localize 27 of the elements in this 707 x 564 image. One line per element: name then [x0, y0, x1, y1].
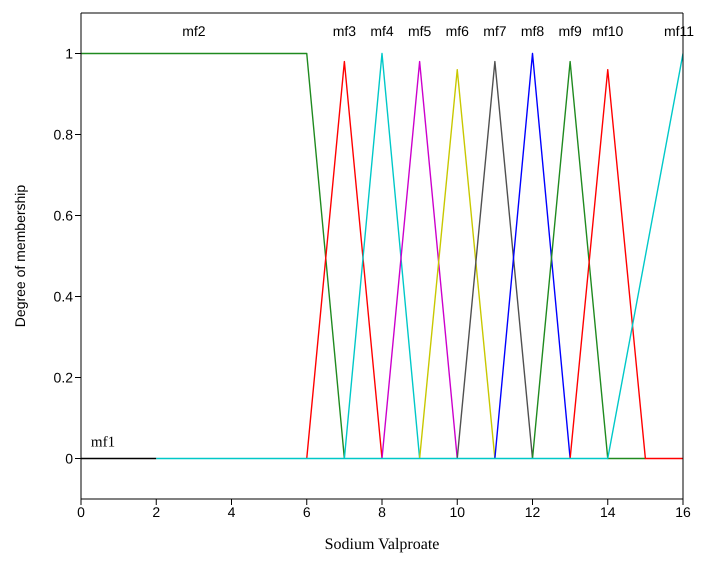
series-label: mf3: [332, 23, 356, 39]
x-tick-label: 8: [378, 504, 386, 520]
x-tick-label: 2: [152, 504, 160, 520]
x-tick-label: 10: [449, 504, 466, 520]
x-tick-label: 4: [228, 504, 236, 520]
text: mf6: [446, 23, 470, 39]
series-label: mf4: [370, 23, 394, 39]
series-label: mf1: [90, 434, 116, 450]
x-axis-title: Sodium Valproate: [324, 536, 440, 553]
y-tick-label: 0.6: [54, 207, 74, 224]
x-tick-label: 6: [302, 504, 311, 520]
x-tick-label: 0: [77, 504, 86, 520]
y-tick-label: 0: [65, 450, 74, 466]
y-tick-label: 0.4: [54, 288, 74, 304]
series-label: mf5: [408, 23, 432, 39]
y-axis-title: Degree of membership: [12, 184, 28, 328]
series-label: mf2: [182, 23, 206, 39]
text: mf10: [592, 23, 624, 39]
x-tick-label: 12: [524, 504, 540, 520]
x-tick-label: 16: [675, 504, 691, 520]
y-tick-label: 1: [65, 45, 74, 62]
y-tick-label: 0.2: [54, 369, 74, 386]
y-tick-label: 0.8: [54, 126, 74, 142]
x-tick-label: 14: [600, 504, 616, 520]
series-label: mf7: [483, 23, 507, 39]
series-label: mf9: [558, 23, 582, 39]
series-label: mf8: [520, 23, 544, 39]
